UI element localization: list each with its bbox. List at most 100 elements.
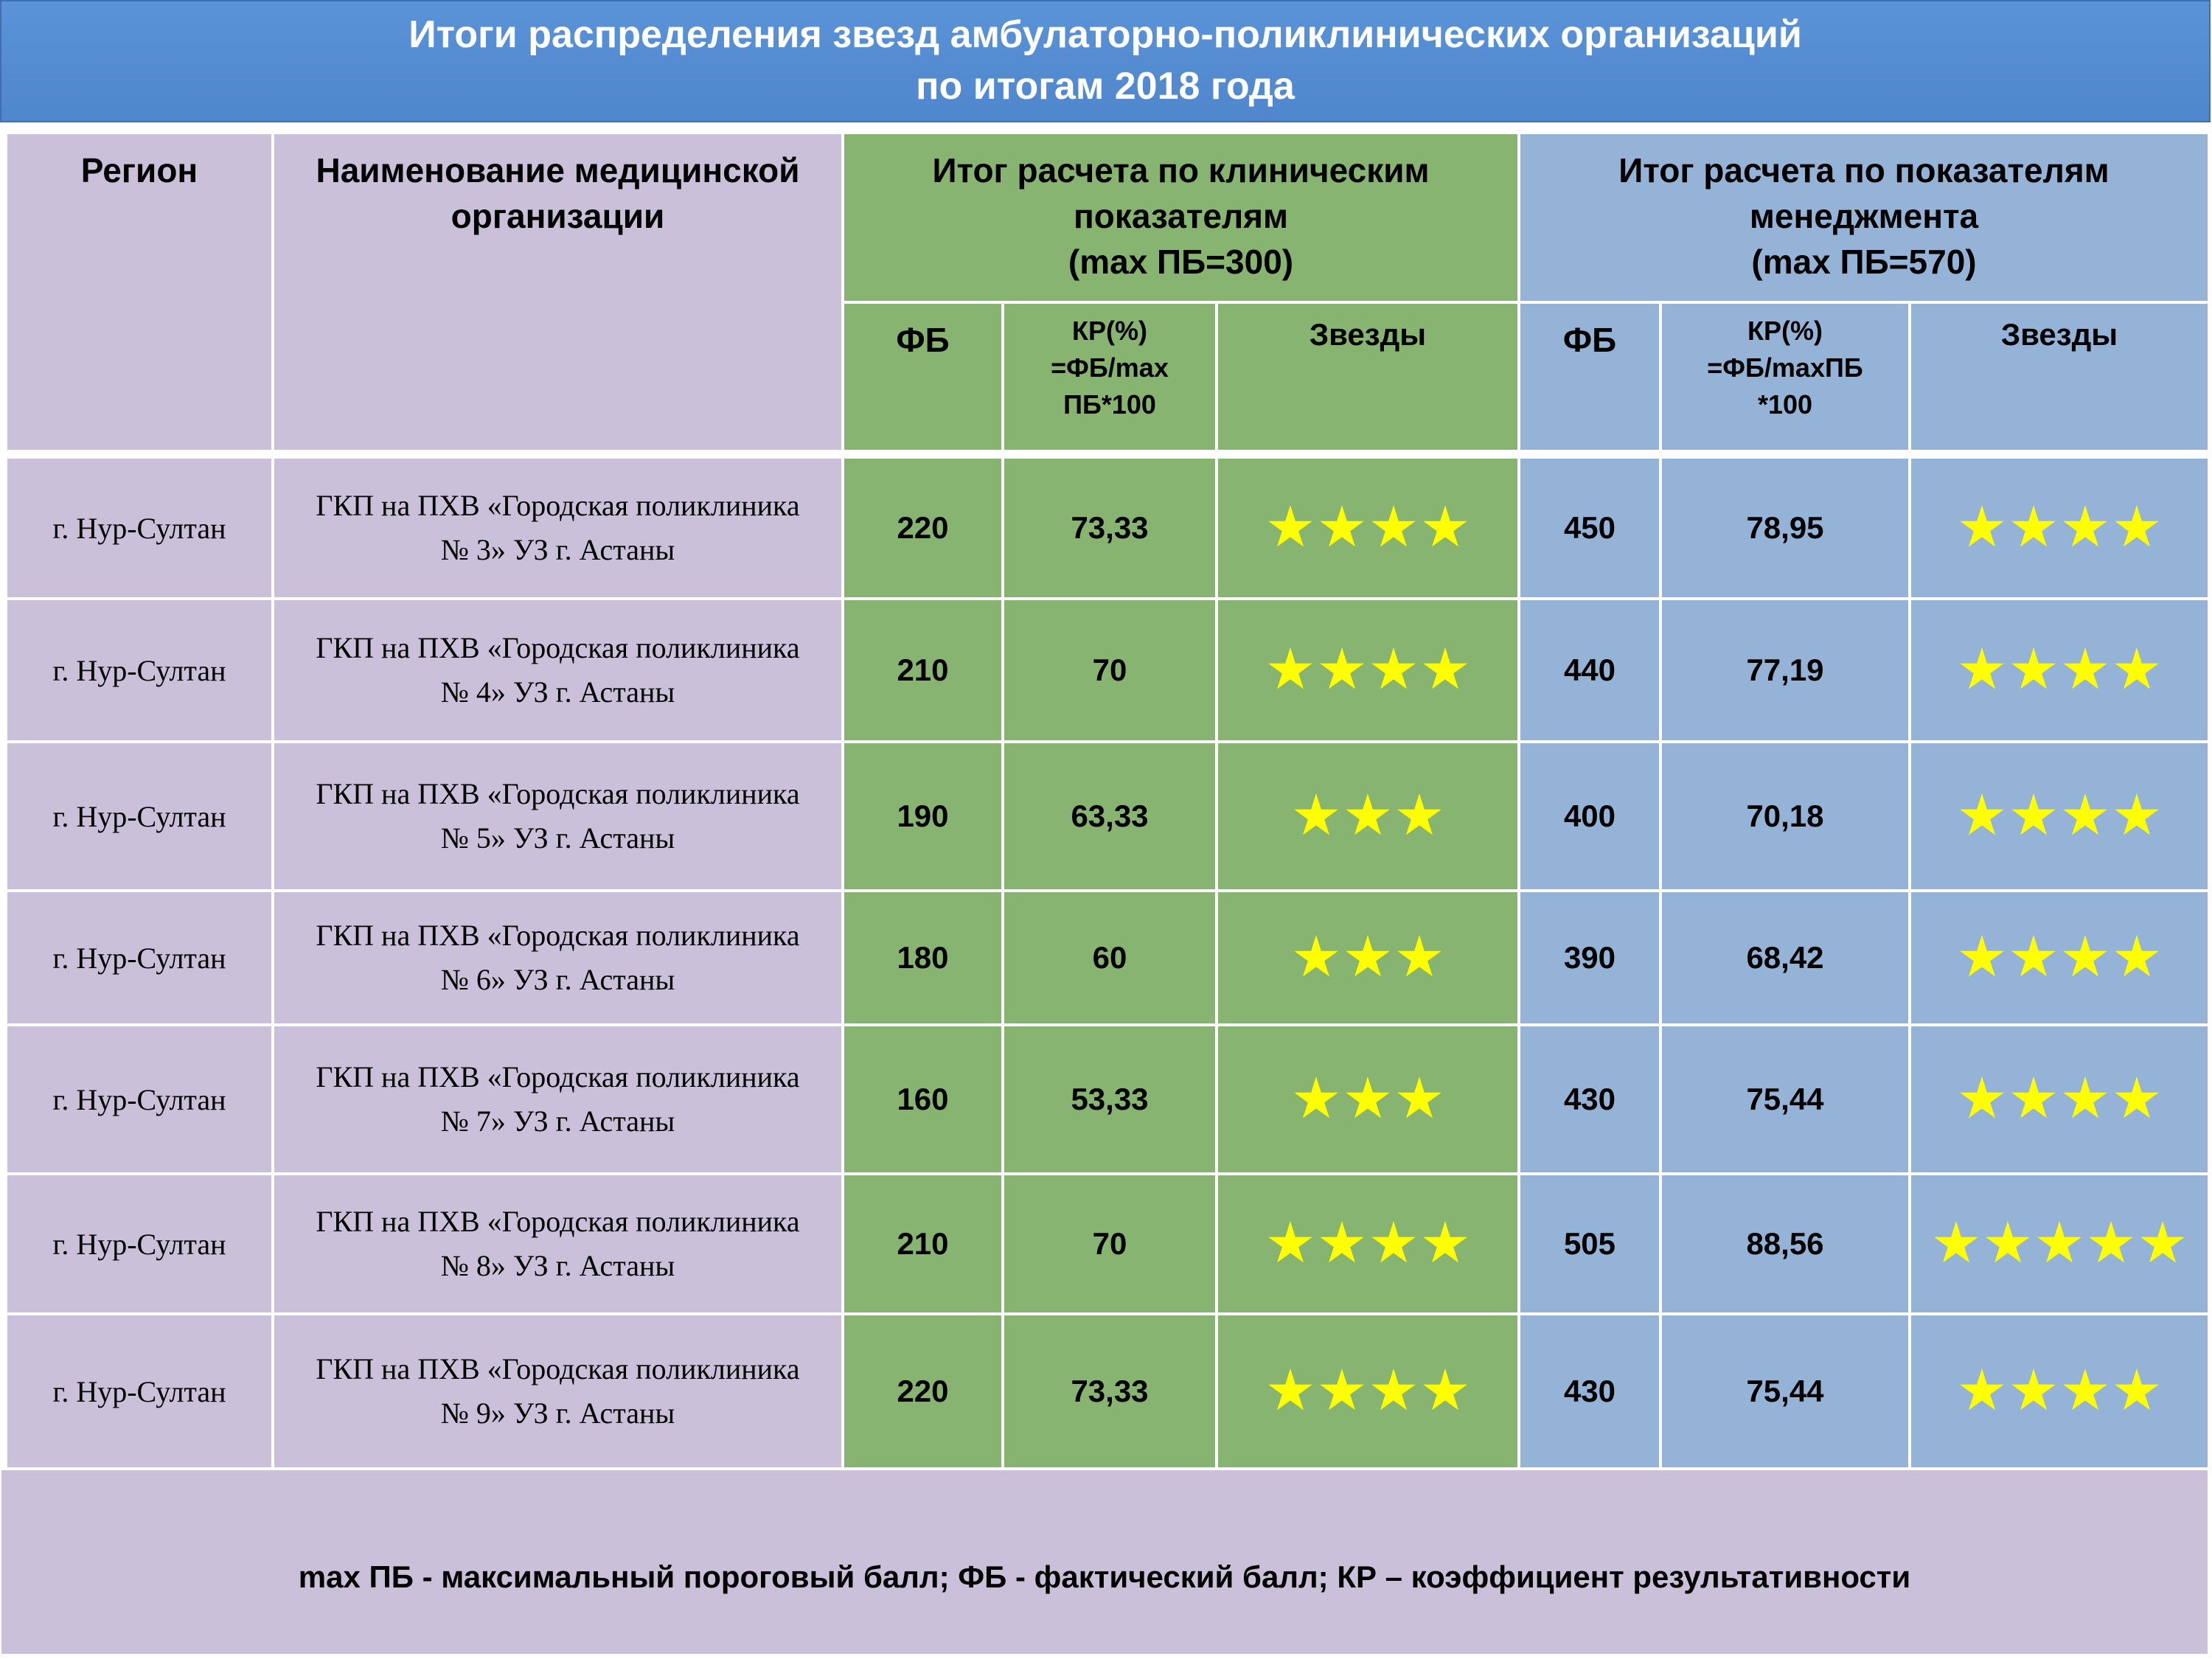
management-stars-cell <box>1911 600 2208 740</box>
management-kr-cell: 75,44 <box>1662 1315 1908 1467</box>
clinical-fb-line-1: 220 <box>897 1374 949 1408</box>
management-fb-text: 450 <box>1564 510 1615 546</box>
header-management-fb-text: ФБ <box>1563 317 1616 363</box>
header-management-fb: ФБ <box>1520 304 1659 450</box>
organization-cell: ГКП на ПХВ «Городская поликлиника № 3» УЗ… <box>274 459 841 597</box>
organization-line-1: ГКП на ПХВ «Городская поликлиника <box>316 919 800 952</box>
header-management-line-1: Итог расчета по показателям <box>1618 151 2110 189</box>
clinical-stars-cell <box>1218 1315 1517 1467</box>
management-stars-cell <box>1911 1175 2208 1312</box>
clinical-kr-line-1: 63,33 <box>1071 799 1149 833</box>
clinical-fb-text: 210 <box>897 1226 948 1262</box>
management-kr-text: 68,42 <box>1746 940 1823 975</box>
header-clinical-line-2: показателям <box>1073 197 1289 235</box>
star-icon <box>2089 1221 2133 1263</box>
management-fb-line-1: 450 <box>1563 510 1616 545</box>
star-icon <box>2115 793 2159 835</box>
star-icon <box>1320 1221 1364 1263</box>
management-kr-text: 70,18 <box>1746 799 1823 834</box>
region-text: г. Нур-Султан <box>52 653 226 688</box>
clinical-kr-text: 70 <box>1093 1226 1127 1262</box>
header-management-kr-line-3: *100 <box>1757 389 1813 420</box>
management-kr-cell: 68,42 <box>1662 892 1908 1023</box>
management-stars-cell <box>1911 743 2208 889</box>
star-icon <box>1423 505 1467 547</box>
management-stars-rating <box>1959 793 2160 839</box>
region-cell: г. Нур-Султан <box>7 892 271 1023</box>
header-organization: Наименование медицинской организации <box>274 134 841 450</box>
star-icon <box>1960 1077 2004 1119</box>
star-icon <box>1397 793 1441 835</box>
clinical-fb-text: 160 <box>897 1082 948 1117</box>
region-text: г. Нур-Султан <box>52 1082 226 1117</box>
clinical-kr-text: 70 <box>1093 653 1127 688</box>
star-icon <box>2063 505 2107 547</box>
management-kr-line-1: 78,95 <box>1746 510 1824 545</box>
organization-line-2: № 9» УЗ г. Астаны <box>440 1397 675 1430</box>
organization-line-2: № 7» УЗ г. Астаны <box>440 1105 675 1138</box>
region-cell: г. Нур-Султан <box>7 1315 271 1467</box>
clinical-fb-text: 210 <box>897 653 948 688</box>
management-kr-cell: 75,44 <box>1662 1026 1908 1172</box>
clinical-stars-cell <box>1218 892 1517 1023</box>
region-cell: г. Нур-Султан <box>7 743 271 889</box>
organization-text: ГКП на ПХВ «Городская поликлиника № 6» УЗ… <box>316 914 799 1002</box>
header-clinical-stars: Звезды <box>1218 304 1517 450</box>
organization-text: ГКП на ПХВ «Городская поликлиника № 9» УЗ… <box>316 1347 799 1436</box>
clinical-kr-cell: 63,33 <box>1004 743 1215 889</box>
header-clinical-line-3: (max ПБ=300) <box>1068 243 1294 281</box>
clinical-kr-line-1: 70 <box>1092 1226 1127 1261</box>
organization-line-2: № 8» УЗ г. Астаны <box>440 1249 675 1282</box>
clinical-fb-line-1: 220 <box>897 510 949 545</box>
title-line-2: по итогам 2018 года <box>916 65 1295 108</box>
management-fb-line-1: 400 <box>1563 799 1616 833</box>
organization-line-1: ГКП на ПХВ «Городская поликлиника <box>316 631 800 664</box>
footer-note: max ПБ - максимальный пороговый балл; ФБ… <box>1 1470 2208 1654</box>
management-fb-cell: 400 <box>1520 743 1659 889</box>
clinical-fb-line-1: 180 <box>897 940 949 975</box>
organization-cell: ГКП на ПХВ «Городская поликлиника № 9» УЗ… <box>274 1315 841 1467</box>
star-icon <box>1986 1221 2030 1263</box>
management-stars-rating <box>1933 1221 2185 1267</box>
clinical-stars-cell <box>1218 600 1517 740</box>
header-organization-text: Наименование медицинской организации <box>316 147 799 239</box>
star-icon <box>1320 647 1364 689</box>
header-clinical-line-1: Итог расчета по клиническим <box>932 151 1430 189</box>
star-icon <box>1423 647 1467 689</box>
star-icon <box>2115 935 2159 977</box>
header-region-line-1: Регион <box>80 151 198 189</box>
star-icon <box>1423 1368 1467 1411</box>
header-clinical-stars-line-1: Звезды <box>1309 317 1427 352</box>
header-management-stars: Звезды <box>1911 304 2208 450</box>
region-line-1: г. Нур-Султан <box>52 1227 226 1261</box>
star-icon <box>1371 505 1416 547</box>
header-organization-line-1: Наименование медицинской <box>316 151 800 189</box>
management-fb-text: 390 <box>1564 940 1615 975</box>
clinical-kr-text: 60 <box>1093 940 1127 975</box>
clinical-kr-cell: 70 <box>1004 600 1215 740</box>
clinical-stars-cell <box>1218 743 1517 889</box>
management-fb-text: 440 <box>1564 653 1615 688</box>
star-icon <box>2011 505 2056 547</box>
region-cell: г. Нур-Султан <box>7 1175 271 1312</box>
clinical-kr-text: 73,33 <box>1071 510 1148 546</box>
region-cell: г. Нур-Султан <box>7 1026 271 1172</box>
management-fb-text: 430 <box>1564 1082 1615 1117</box>
clinical-stars-rating <box>1267 505 1468 551</box>
clinical-kr-text: 73,33 <box>1071 1374 1148 1409</box>
header-clinical-kr-text: КР(%) =ФБ/max ПБ*100 <box>1051 313 1169 423</box>
management-stars-cell <box>1911 459 2208 597</box>
clinical-fb-cell: 160 <box>844 1026 1001 1172</box>
clinical-fb-cell: 180 <box>844 892 1001 1023</box>
star-icon <box>1346 793 1390 835</box>
header-clinical-group: Итог расчета по клиническим показателям (m… <box>844 134 1517 301</box>
organization-text: ГКП на ПХВ «Городская поликлиника № 5» УЗ… <box>316 772 799 860</box>
region-text: г. Нур-Султан <box>52 799 226 834</box>
footer-line-1: max ПБ - максимальный пороговый балл; ФБ… <box>298 1559 1911 1594</box>
organization-cell: ГКП на ПХВ «Городская поликлиника № 4» УЗ… <box>274 600 841 740</box>
management-kr-cell: 77,19 <box>1662 600 1908 740</box>
clinical-fb-cell: 220 <box>844 459 1001 597</box>
star-icon <box>2140 1221 2185 1263</box>
organization-cell: ГКП на ПХВ «Городская поликлиника № 8» УЗ… <box>274 1175 841 1312</box>
organization-text: ГКП на ПХВ «Городская поликлиника № 8» УЗ… <box>316 1200 799 1288</box>
